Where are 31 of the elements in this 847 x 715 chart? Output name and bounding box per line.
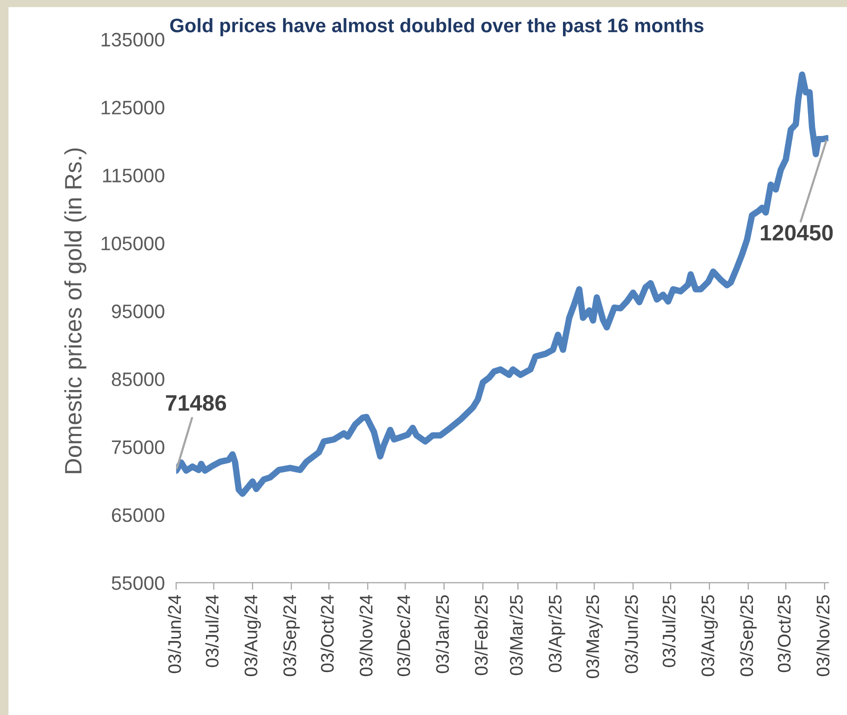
x-tick-label: 03/Aug/25 — [701, 595, 718, 676]
y-tick-label: 125000 — [102, 100, 164, 114]
x-tick-label: 03/Sep/24 — [282, 595, 300, 676]
annotation: 71486 — [166, 395, 226, 411]
annotation: 120450 — [760, 224, 833, 241]
x-tick-label: 03/Nov/24 — [359, 595, 373, 676]
x-tick-label: 03/Mar/25 — [510, 595, 523, 676]
y-tick-label: 55000 — [112, 576, 164, 590]
y-axis-title: Domestic prices of gold (in Rs.) — [64, 148, 86, 474]
y-tick-label: 135000 — [102, 32, 164, 47]
y-tick-label: 85000 — [112, 372, 164, 386]
x-tick-label: 03/Jun/24 — [168, 595, 182, 674]
x-tick-label: 03/Oct/24 — [320, 595, 334, 672]
x-tick-label: 03/Jul/24 — [205, 595, 219, 668]
x-tick-label: 03/Feb/25 — [474, 595, 488, 676]
x-tick-label: 03/Oct/25 — [777, 595, 791, 672]
x-tick-label: 03/Apr/25 — [548, 595, 566, 672]
x-tick-label: 03/Dec/24 — [396, 595, 410, 676]
y-tick-label: 75000 — [112, 440, 164, 454]
y-tick-label: 65000 — [112, 508, 164, 522]
x-tick-label: 03/May/25 — [586, 595, 603, 678]
x-tick-label: 03/Nov/25 — [816, 595, 830, 676]
x-tick-label: 03/Jul/25 — [662, 595, 676, 668]
x-tick-label: 03/Sep/25 — [740, 595, 757, 676]
y-tick-label: 95000 — [112, 304, 164, 318]
x-tick-label: 03/Aug/24 — [244, 595, 261, 676]
y-tick-label: 105000 — [102, 236, 164, 250]
y-tick-label: 115000 — [103, 168, 164, 182]
x-tick-label: 03/Jan/25 — [436, 595, 449, 674]
chart-title: Gold prices have almost doubled over the past 16 months — [170, 18, 704, 36]
x-tick-label: 03/Jun/25 — [624, 595, 638, 674]
